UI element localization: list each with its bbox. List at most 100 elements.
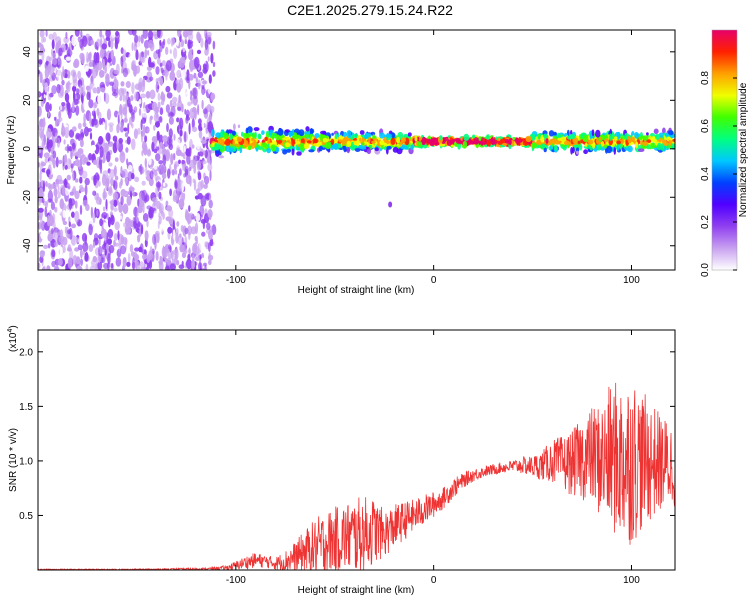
signal-cell: [359, 137, 362, 142]
noise-cell: [164, 265, 170, 270]
snr-x-tick-label: 100: [623, 575, 640, 586]
noise-cell: [125, 216, 130, 227]
noise-cell: [172, 228, 176, 240]
signal-cell: [608, 133, 613, 141]
noise-cell: [133, 44, 137, 52]
noise-cell: [84, 251, 89, 262]
noise-cell: [203, 150, 206, 156]
noise-cell: [51, 39, 55, 50]
noise-cell: [165, 85, 171, 93]
signal-cell: [472, 134, 476, 139]
signal-cell: [591, 129, 595, 137]
noise-cell: [114, 76, 117, 82]
noise-cell: [207, 56, 210, 62]
noise-cell: [58, 159, 63, 164]
noise-cell: [193, 50, 197, 58]
noise-cell: [155, 181, 162, 188]
noise-cell: [208, 199, 213, 209]
signal-cell: [542, 133, 549, 139]
noise-cell: [170, 153, 174, 166]
noise-cell: [65, 31, 68, 39]
noise-cell: [179, 56, 185, 69]
noise-cell: [99, 145, 104, 158]
noise-cell: [38, 212, 42, 219]
noise-cell: [201, 231, 206, 237]
noise-cell: [201, 139, 207, 144]
noise-cell: [107, 238, 112, 246]
signal-cell: [650, 142, 657, 149]
spectrogram-y-tick-label: -20: [22, 190, 33, 205]
noise-cell: [160, 100, 165, 106]
noise-cell: [152, 31, 158, 36]
noise-cell: [76, 265, 83, 270]
signal-cell: [608, 138, 613, 146]
noise-cell: [51, 227, 54, 235]
noise-cell: [42, 36, 47, 43]
noise-cell: [142, 128, 145, 138]
noise-cell: [113, 207, 118, 212]
noise-cell: [110, 202, 114, 211]
noise-cell: [61, 71, 64, 81]
noise-cell: [38, 128, 45, 139]
noise-cell: [38, 187, 44, 199]
noise-cell: [171, 250, 174, 261]
noise-cell: [176, 82, 182, 93]
noise-cell: [99, 30, 103, 39]
noise-cell: [38, 105, 42, 117]
noise-cell: [44, 206, 48, 218]
noise-cell: [180, 152, 185, 157]
noise-cell: [63, 139, 66, 145]
spectrogram-panel: -100 0 100 40 20 0 -20 -40 Height of straight …: [6, 29, 676, 296]
signal-cell: [478, 136, 482, 141]
signal-cell: [275, 134, 281, 141]
noise-cell: [77, 153, 82, 158]
noise-cell: [141, 249, 147, 255]
snr-multiplier-exponent: 4: [7, 329, 14, 333]
spectrogram-x-tick-label: -100: [226, 275, 246, 286]
noise-cell: [65, 56, 72, 61]
noise-cell: [179, 233, 182, 238]
signal-cell: [462, 140, 468, 148]
noise-cell: [142, 213, 149, 222]
noise-cell: [197, 92, 203, 100]
noise-cell: [105, 30, 111, 38]
snr-y-tick-label: 1.5: [19, 402, 33, 413]
noise-cell: [124, 132, 129, 138]
signal-cell: [267, 137, 271, 145]
noise-cell: [176, 259, 180, 266]
noise-cell: [75, 134, 79, 140]
signal-cell: [330, 138, 335, 145]
spectrogram-y-tick-label: 0: [22, 146, 33, 152]
noise-cell: [144, 196, 147, 204]
noise-cell: [157, 101, 161, 110]
noise-cell: [59, 104, 63, 111]
noise-cell: [169, 71, 176, 81]
spectrogram-y-tick-label: -40: [22, 238, 33, 253]
signal-cell: [300, 138, 305, 145]
signal-cell: [602, 132, 606, 136]
signal-cell: [261, 142, 268, 148]
noise-cell: [99, 118, 102, 126]
signal-cell: [306, 140, 312, 144]
noise-cell: [75, 236, 78, 245]
noise-cell: [109, 125, 114, 133]
noise-cell: [70, 223, 77, 229]
noise-cell: [56, 69, 62, 82]
noise-cell: [165, 248, 170, 254]
noise-cell: [192, 243, 198, 255]
noise-cell: [74, 200, 78, 209]
noise-cell: [212, 70, 216, 77]
signal-cell: [433, 137, 439, 146]
noise-cell: [207, 163, 213, 172]
noise-cell: [188, 205, 191, 212]
snr-y-tick-label: 2.0: [19, 347, 33, 358]
signal-cell: [211, 146, 216, 151]
noise-cell: [92, 212, 96, 224]
noise-cell: [59, 184, 66, 196]
noise-cell: [58, 258, 63, 266]
signal-cell: [315, 142, 322, 148]
noise-cell: [89, 132, 93, 140]
noise-cell: [62, 210, 67, 218]
noise-cell: [184, 108, 187, 115]
noise-cell: [177, 106, 182, 111]
